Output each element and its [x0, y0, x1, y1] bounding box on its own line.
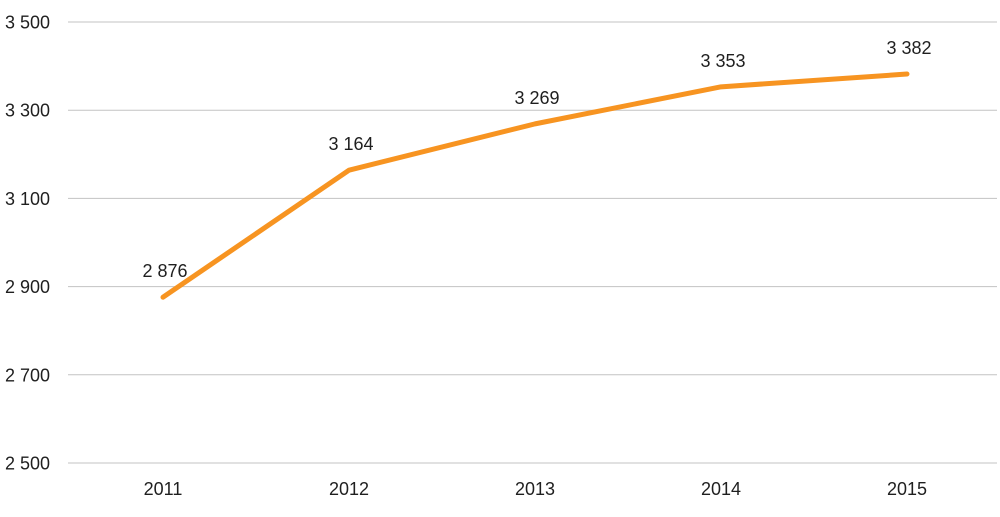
y-axis-tick-label: 2 500: [5, 454, 50, 474]
x-axis-tick-label: 2012: [329, 479, 369, 499]
data-point-label: 3 353: [700, 51, 745, 71]
y-axis-tick-label: 2 900: [5, 277, 50, 297]
data-point-label: 3 164: [328, 134, 373, 154]
y-axis-tick-label: 2 700: [5, 365, 50, 385]
x-axis-tick-label: 2015: [887, 479, 927, 499]
x-axis-tick-label: 2013: [515, 479, 555, 499]
data-point-label: 2 876: [142, 261, 187, 281]
y-axis-tick-label: 3 100: [5, 189, 50, 209]
data-point-label: 3 382: [886, 38, 931, 58]
x-axis-tick-label: 2014: [701, 479, 741, 499]
data-point-label: 3 269: [514, 88, 559, 108]
y-axis-tick-label: 3 500: [5, 13, 50, 33]
x-axis-tick-label: 2011: [144, 479, 183, 499]
data-series-line: [160, 71, 910, 300]
y-axis-tick-label: 3 300: [5, 101, 50, 121]
